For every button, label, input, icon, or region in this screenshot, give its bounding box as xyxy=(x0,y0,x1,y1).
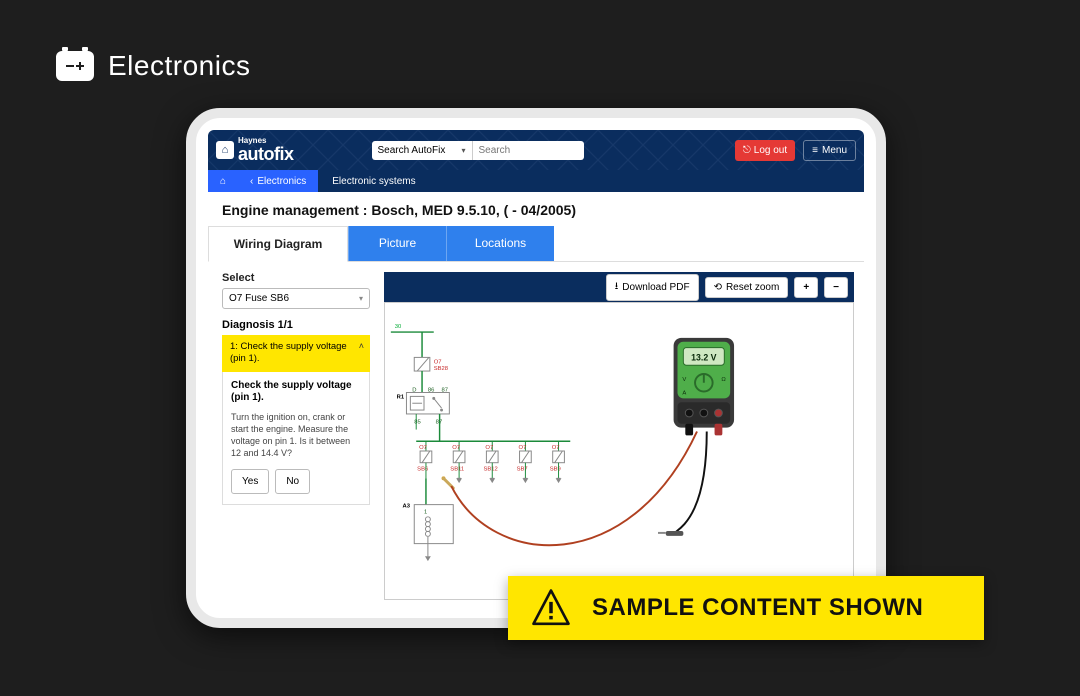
svg-text:V: V xyxy=(682,377,686,383)
breadcrumb-bar: ⌂ ‹ Electronics Electronic systems xyxy=(208,170,864,192)
logout-label: Log out xyxy=(754,145,787,156)
user-icon: ⎋ xyxy=(743,145,751,156)
svg-text:1: 1 xyxy=(424,509,427,515)
diagnosis-counter: Diagnosis 1/1 xyxy=(222,319,370,331)
svg-text:87: 87 xyxy=(442,388,449,394)
logout-button[interactable]: ⎋ Log out xyxy=(735,140,795,161)
wiring-diagram-svg: 30O7SB28R1D86878587O7SB6O7SB11O7SB12O7SB… xyxy=(385,303,853,599)
wiring-diagram[interactable]: 30O7SB28R1D86878587O7SB6O7SB11O7SB12O7SB… xyxy=(384,302,854,600)
svg-text:Ω: Ω xyxy=(721,377,726,383)
top-bar: ⌂ Haynes autofix Search AutoFix ▾ ⎋ Log … xyxy=(208,130,864,170)
tab-wiring-diagram[interactable]: Wiring Diagram xyxy=(208,226,348,262)
chevron-up-icon: ˄ xyxy=(359,341,364,353)
component-select[interactable]: O7 Fuse SB6 ▾ xyxy=(222,288,370,309)
svg-text:O7: O7 xyxy=(519,445,527,451)
banner-text: SAMPLE CONTENT SHOWN xyxy=(592,594,923,622)
svg-text:O7: O7 xyxy=(419,445,427,451)
menu-button[interactable]: ≡ Menu xyxy=(803,140,856,161)
brand-logo[interactable]: ⌂ Haynes autofix xyxy=(216,137,294,163)
download-pdf-button[interactable]: ⭳ Download PDF xyxy=(606,274,699,301)
content-title: Engine management : Bosch, MED 9.5.10, (… xyxy=(208,192,864,226)
home-icon: ⌂ xyxy=(220,176,226,187)
svg-text:SB9: SB9 xyxy=(550,467,561,473)
page-dots xyxy=(186,314,190,360)
search-scope-dropdown[interactable]: Search AutoFix ▾ xyxy=(372,141,472,160)
brand-icon: ⌂ xyxy=(216,141,234,159)
svg-text:D: D xyxy=(412,388,416,394)
svg-text:13.2 V: 13.2 V xyxy=(691,352,716,362)
svg-text:A: A xyxy=(682,390,686,396)
breadcrumb-back-label: Electronics xyxy=(257,176,306,187)
breadcrumb-back[interactable]: ‹ Electronics xyxy=(238,170,318,192)
page-heading: Electronics xyxy=(56,50,250,82)
page-title: Electronics xyxy=(108,50,250,82)
diagnosis-step-header[interactable]: 1: Check the supply voltage (pin 1). ˄ xyxy=(222,335,370,372)
reset-zoom-button[interactable]: ⟲ Reset zoom xyxy=(705,277,789,298)
svg-text:SB12: SB12 xyxy=(483,467,497,473)
no-button[interactable]: No xyxy=(275,469,310,494)
svg-text:SB7: SB7 xyxy=(517,467,528,473)
svg-text:O7: O7 xyxy=(434,359,442,365)
zoom-out-button[interactable]: − xyxy=(824,277,848,298)
svg-text:85: 85 xyxy=(414,420,421,426)
download-icon: ⭳ xyxy=(615,279,619,296)
brand-name: autofix xyxy=(238,145,294,163)
search-input[interactable] xyxy=(472,141,584,160)
menu-label: Menu xyxy=(822,145,847,156)
diagram-panel: ⭳ Download PDF ⟲ Reset zoom + − 30O7SB28… xyxy=(384,272,854,600)
app-screen: ⌂ Haynes autofix Search AutoFix ▾ ⎋ Log … xyxy=(208,130,864,606)
svg-text:30: 30 xyxy=(395,324,402,330)
battery-icon xyxy=(56,51,94,81)
diagnosis-panel: Select O7 Fuse SB6 ▾ Diagnosis 1/1 1: Ch… xyxy=(222,272,370,600)
svg-text:A3: A3 xyxy=(403,504,411,510)
diagnosis-step-body: Check the supply voltage (pin 1). Turn t… xyxy=(222,372,370,506)
tab-picture[interactable]: Picture xyxy=(348,226,446,261)
warning-icon xyxy=(530,587,572,629)
svg-text:O7: O7 xyxy=(485,445,493,451)
step-title: Check the supply voltage (pin 1). xyxy=(231,380,361,405)
zoom-in-button[interactable]: + xyxy=(794,277,818,298)
select-label: Select xyxy=(222,272,370,284)
search-group: Search AutoFix ▾ xyxy=(372,141,584,160)
chevron-left-icon: ‹ xyxy=(250,176,253,187)
sample-content-banner: SAMPLE CONTENT SHOWN xyxy=(508,576,984,640)
chevron-down-icon: ▾ xyxy=(462,146,466,155)
svg-text:SB11: SB11 xyxy=(450,467,464,473)
tab-locations[interactable]: Locations xyxy=(446,226,554,261)
diagram-toolbar: ⭳ Download PDF ⟲ Reset zoom + − xyxy=(384,272,854,302)
svg-text:R1: R1 xyxy=(397,394,405,400)
chevron-down-icon: ▾ xyxy=(359,294,363,303)
svg-text:SB6: SB6 xyxy=(417,467,428,473)
component-select-value: O7 Fuse SB6 xyxy=(229,293,289,304)
breadcrumb-home[interactable]: ⌂ xyxy=(208,170,238,192)
tab-bar: Wiring Diagram Picture Locations xyxy=(208,226,864,262)
reset-icon: ⟲ xyxy=(714,282,722,293)
step-instructions: Turn the ignition on, crank or start the… xyxy=(231,411,361,460)
yes-button[interactable]: Yes xyxy=(231,469,269,494)
tablet-frame: ⌂ Haynes autofix Search AutoFix ▾ ⎋ Log … xyxy=(186,108,886,628)
hamburger-icon: ≡ xyxy=(812,145,818,156)
svg-text:O7: O7 xyxy=(452,445,460,451)
svg-text:O7: O7 xyxy=(552,445,560,451)
breadcrumb-current: Electronic systems xyxy=(318,170,429,192)
content-body: Select O7 Fuse SB6 ▾ Diagnosis 1/1 1: Ch… xyxy=(208,262,864,600)
svg-text:86: 86 xyxy=(428,388,435,394)
svg-text:SB28: SB28 xyxy=(434,366,448,372)
search-scope-label: Search AutoFix xyxy=(378,145,446,156)
